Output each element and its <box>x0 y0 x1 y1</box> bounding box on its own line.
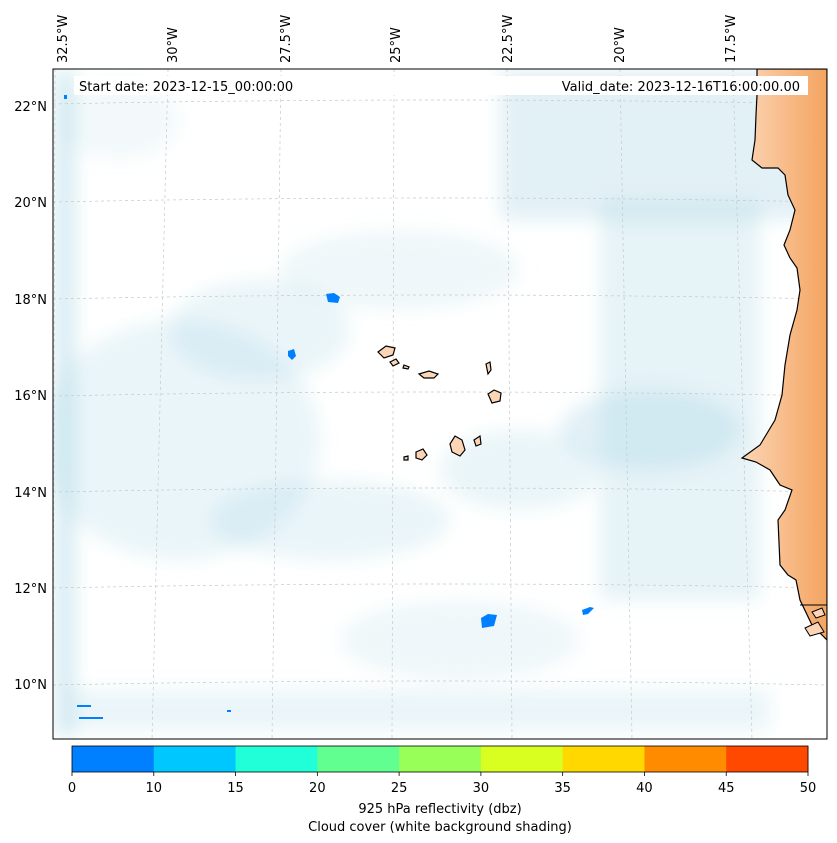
lat-label: 12°N <box>14 582 47 597</box>
colorbar-tick-label: 25 <box>391 781 408 796</box>
colorbar-tick-label: 15 <box>227 781 244 796</box>
lon-label: 20°W <box>613 27 628 63</box>
colorbar-label-line2: Cloud cover (white background shading) <box>308 820 572 835</box>
colorbar-tick-label: 20 <box>309 781 326 796</box>
cape-verde-islands <box>377 345 502 461</box>
colorbar-tick-label: 0 <box>68 781 76 796</box>
colorbar-segment <box>644 746 727 772</box>
colorbar-label-line1: 925 hPa reflectivity (dbz) <box>358 802 521 817</box>
colorbar-segment <box>480 746 564 772</box>
colorbar-tick-label: 30 <box>473 781 490 796</box>
map-frame <box>52 68 828 740</box>
map-area: Start date: 2023-12-15_00:00:00 Valid_da… <box>53 69 827 739</box>
lat-label: 20°N <box>14 196 47 211</box>
colorbar-segments <box>72 746 809 772</box>
colorbar-segment <box>72 746 155 772</box>
valid-date-label: Valid_date: 2023-12-16T16:00:00.00 <box>562 80 800 95</box>
colorbar-tick-label: 50 <box>800 781 817 796</box>
date-labels: Start date: 2023-12-15_00:00:00 Valid_da… <box>74 76 808 95</box>
lat-label: 22°N <box>14 100 47 115</box>
lat-label: 14°N <box>14 486 47 501</box>
cloud-cover-shading <box>53 70 827 735</box>
reflectivity-echoes <box>64 95 594 719</box>
colorbar-segment <box>317 746 400 772</box>
lat-label: 16°N <box>14 389 47 404</box>
lon-label: 30°W <box>166 27 181 63</box>
latitude-labels: 22°N 20°N 18°N 16°N 14°N 12°N 10°N <box>14 100 47 693</box>
colorbar-tick-label: 45 <box>718 781 735 796</box>
african-coast-land <box>740 69 827 641</box>
lon-label: 17.5°W <box>724 15 739 63</box>
lon-label: 27.5°W <box>279 15 294 63</box>
colorbar-segment <box>562 746 645 772</box>
longitude-labels: 32.5°W 30°W 27.5°W 25°W 22.5°W 20°W 17.5… <box>56 15 739 63</box>
lat-label: 18°N <box>14 293 47 308</box>
colorbar-segment <box>153 746 237 772</box>
start-date-label: Start date: 2023-12-15_00:00:00 <box>79 80 293 95</box>
colorbar-tick-label: 35 <box>554 781 571 796</box>
lon-label: 32.5°W <box>56 15 71 63</box>
colorbar-segment <box>235 746 318 772</box>
lon-label: 25°W <box>389 27 404 63</box>
colorbar-ticks: 0 10 15 20 25 30 35 40 45 50 <box>68 772 816 796</box>
colorbar-tick-label: 10 <box>146 781 163 796</box>
lat-label: 10°N <box>14 678 47 693</box>
colorbar-tick-label: 40 <box>636 781 653 796</box>
colorbar-segment <box>399 746 482 772</box>
colorbar: 0 10 15 20 25 30 35 40 45 50 925 hPa reflectivity… <box>68 745 816 835</box>
colorbar-segment <box>726 746 809 772</box>
lon-label: 22.5°W <box>501 15 516 63</box>
